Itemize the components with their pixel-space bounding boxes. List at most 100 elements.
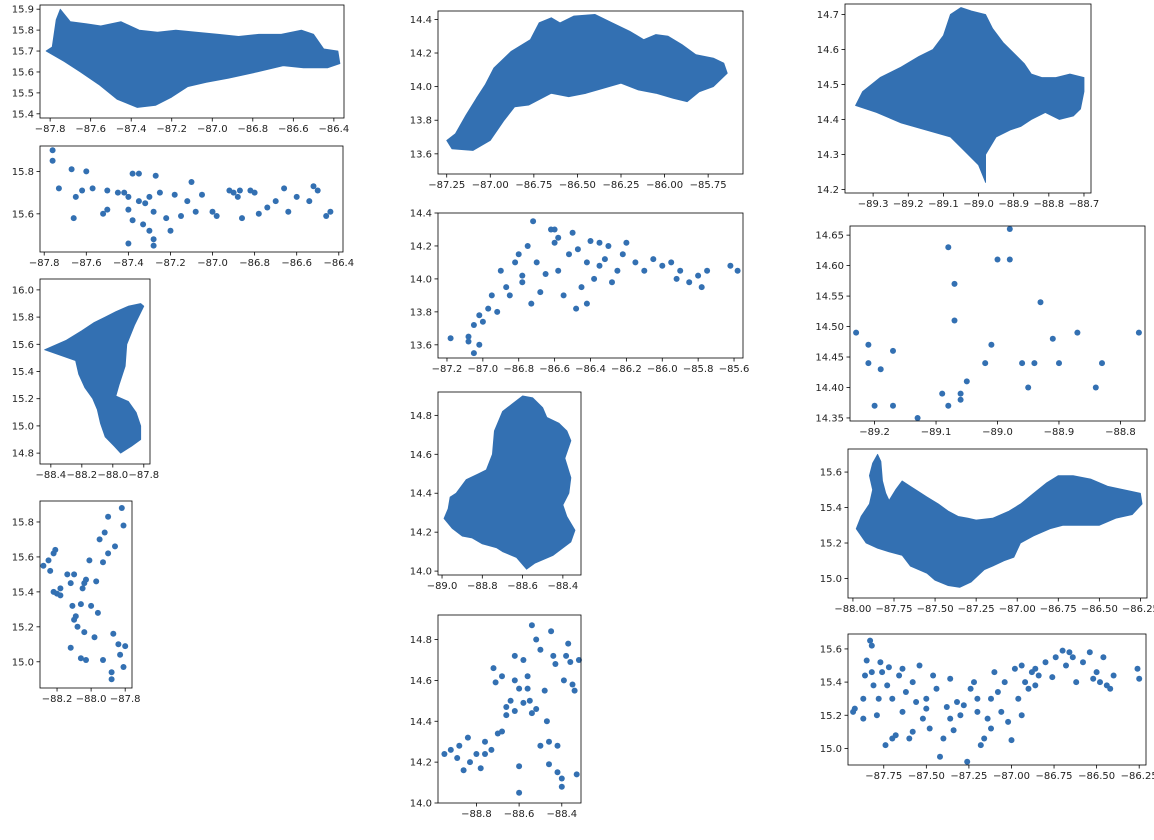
data-point: [1056, 360, 1062, 367]
data-point: [601, 256, 608, 263]
data-point: [520, 657, 527, 663]
data-point: [67, 644, 74, 651]
data-point: [499, 728, 505, 735]
data-point: [524, 685, 531, 692]
y-tick-label: 15.7: [12, 47, 34, 58]
x-tick-label: −87.00: [472, 180, 509, 191]
x-tick-label: −87.8: [35, 124, 66, 135]
data-point: [467, 759, 473, 766]
region-polygon: [855, 453, 1143, 588]
data-point: [72, 193, 79, 200]
data-point: [264, 204, 271, 211]
data-point: [156, 189, 163, 196]
chart-svg: −87.8 −87.6 −87.4 −87.2 −87.0 −86.8 −86.6 −86.4…: [12, 145, 354, 269]
region-polygon: [855, 7, 1085, 183]
y-tick-label: 15.6: [820, 468, 842, 479]
data-point: [47, 567, 54, 574]
data-point: [67, 580, 74, 587]
data-point: [587, 238, 594, 244]
x-tick-label: −88.7: [1069, 199, 1100, 210]
data-point: [464, 734, 471, 741]
data-point: [1100, 654, 1107, 661]
chart-svg: −88.2 −88.0 −87.8 15.0 15.2 15.4 15.6 15.8: [12, 500, 141, 705]
data-point: [1069, 654, 1076, 661]
y-tick-label: 14.50: [815, 322, 844, 333]
data-point: [884, 682, 891, 689]
data-point: [537, 289, 544, 296]
data-point: [45, 557, 52, 564]
x-tick-label: −86.6: [278, 124, 309, 135]
data-point: [873, 712, 880, 719]
data-point: [488, 292, 495, 299]
data-point: [546, 761, 552, 768]
data-point: [537, 646, 544, 653]
data-point: [1080, 659, 1086, 666]
data-point: [74, 623, 81, 630]
data-point: [863, 657, 870, 664]
x-tick-label: −87.50: [917, 604, 954, 615]
data-point: [57, 585, 64, 592]
data-point: [574, 246, 581, 253]
data-point: [533, 636, 540, 643]
data-point: [1018, 712, 1025, 719]
data-point: [234, 193, 241, 200]
data-point: [293, 193, 300, 200]
data-point: [129, 170, 136, 177]
x-tick-label: −85.6: [719, 364, 750, 375]
axes-frame: [437, 212, 744, 359]
data-point: [476, 341, 483, 348]
data-point: [494, 308, 501, 315]
y-tick-label: 14.6: [817, 45, 839, 56]
data-point: [447, 746, 454, 753]
data-point: [465, 338, 472, 345]
x-tick-label: −87.50: [908, 771, 945, 782]
y-tick-label: 15.2: [12, 622, 34, 633]
y-tick-label: 15.0: [12, 421, 34, 432]
data-point: [272, 198, 279, 205]
data-point: [947, 675, 954, 682]
data-point: [541, 687, 548, 694]
chart-svg: −88.00 −87.75 −87.50 −87.25 −87.00 −86.75 −86.…: [820, 448, 1154, 615]
y-tick-label: 15.8: [12, 26, 34, 37]
y-tick-label: 16.0: [12, 285, 34, 296]
map-panel-d: −89.3 −89.2 −89.1 −89.0 −88.9 −88.8 −88.7 14.2 1…: [817, 0, 1099, 217]
y-tick-label: 14.2: [410, 528, 432, 539]
data-point: [977, 742, 984, 749]
data-point: [994, 256, 1001, 263]
data-point: [974, 708, 981, 715]
data-point: [868, 642, 875, 649]
data-point: [447, 335, 454, 342]
data-point: [982, 360, 989, 367]
data-point: [142, 200, 149, 207]
data-point: [896, 672, 903, 679]
y-tick-label: 14.5: [817, 80, 839, 91]
x-tick-label: −86.25: [602, 180, 639, 191]
axes-frame: [437, 10, 744, 175]
map-panel-e: −88.4 −88.2 −88.0 −87.8 14.8 15.0 15.2 15.4 15.6…: [0, 272, 159, 488]
data-point: [565, 640, 572, 647]
data-point: [1022, 679, 1029, 686]
data-point: [1015, 695, 1022, 702]
y-tick-label: 14.7: [817, 10, 839, 21]
data-point: [875, 695, 882, 702]
data-point: [121, 189, 128, 196]
data-point: [68, 166, 75, 173]
data-point: [933, 685, 940, 692]
data-point: [578, 284, 585, 291]
x-tick-label: −87.6: [71, 258, 102, 269]
data-point: [940, 735, 947, 742]
x-tick-label: −88.8: [467, 581, 498, 592]
data-point: [1049, 335, 1056, 342]
data-point: [479, 318, 486, 325]
x-tick-label: −89.0: [427, 581, 458, 592]
x-tick-label: −86.50: [559, 180, 596, 191]
data-point: [528, 710, 535, 717]
data-point: [528, 300, 535, 307]
data-point: [1001, 679, 1008, 686]
data-point: [94, 609, 101, 616]
y-tick-label: 14.55: [815, 292, 844, 303]
data-point: [512, 259, 519, 266]
data-point: [919, 715, 926, 722]
x-tick-label: −87.75: [875, 604, 912, 615]
data-point: [609, 279, 615, 286]
